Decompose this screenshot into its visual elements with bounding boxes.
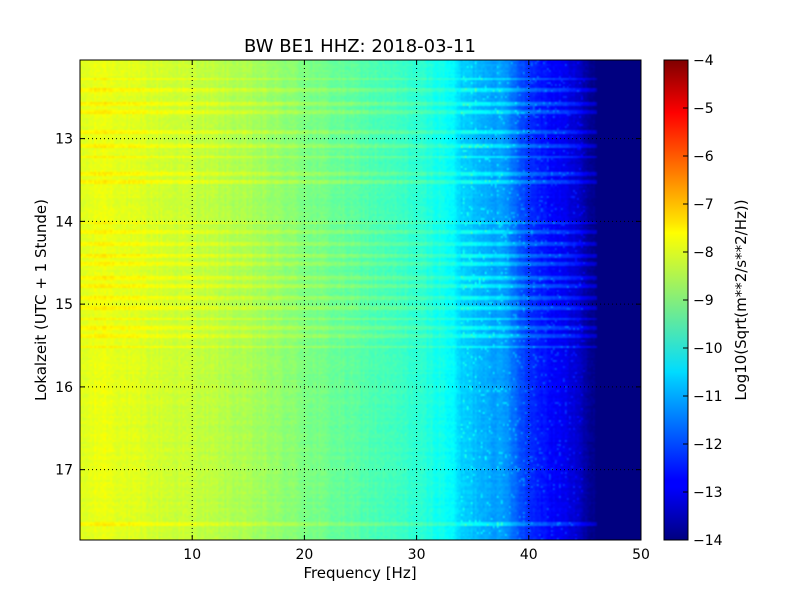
x-tick-label: 50 [632,547,650,563]
colorbar-tick-label: −9 [693,293,714,309]
y-tick-label: 15 [55,297,73,313]
y-tick-label: 14 [55,214,73,230]
y-tick-label: 13 [55,132,73,148]
y-tick-label: 16 [55,380,73,396]
grid-lines [80,60,641,540]
x-axis: 10 20 30 40 50 [183,60,650,563]
x-tick-label: 30 [408,547,426,563]
colorbar-tick-label: −7 [693,197,714,213]
colorbar-label: Log10(Sqrt(m**2/s**2/Hz)) [732,199,750,400]
colorbar: −4 −5 −6 −7 −8 −9 −10 −11 −12 −13 −14 [663,53,723,549]
x-tick-label: 20 [295,547,313,563]
colorbar-tick-label: −11 [693,389,723,405]
y-axis: 13 14 15 16 17 [55,132,641,479]
colorbar-tick-label: −5 [693,101,714,117]
x-tick-label: 10 [183,547,201,563]
plot-frame [79,59,642,541]
plot-area: 10 20 30 40 50 13 14 15 16 17 [55,59,650,563]
colorbar-tick-label: −6 [693,149,714,165]
chart-title: BW BE1 HHZ: 2018-03-11 [244,36,476,57]
colorbar-tick-label: −14 [693,533,723,549]
x-axis-label: Frequency [Hz] [303,564,416,582]
spectrogram-heatmap [80,60,641,540]
colorbar-tick-label: −4 [693,53,714,69]
colorbar-tick-label: −13 [693,485,723,501]
colorbar-tick-label: −8 [693,245,714,261]
colorbar-ticks: −4 −5 −6 −7 −8 −9 −10 −11 −12 −13 −14 [683,53,723,549]
x-tick-label: 40 [520,547,538,563]
y-axis-label: Lokalzeit (UTC + 1 Stunde) [32,199,50,401]
colorbar-tick-label: −12 [693,437,723,453]
colorbar-tick-label: −10 [693,341,723,357]
y-tick-label: 17 [55,463,73,479]
